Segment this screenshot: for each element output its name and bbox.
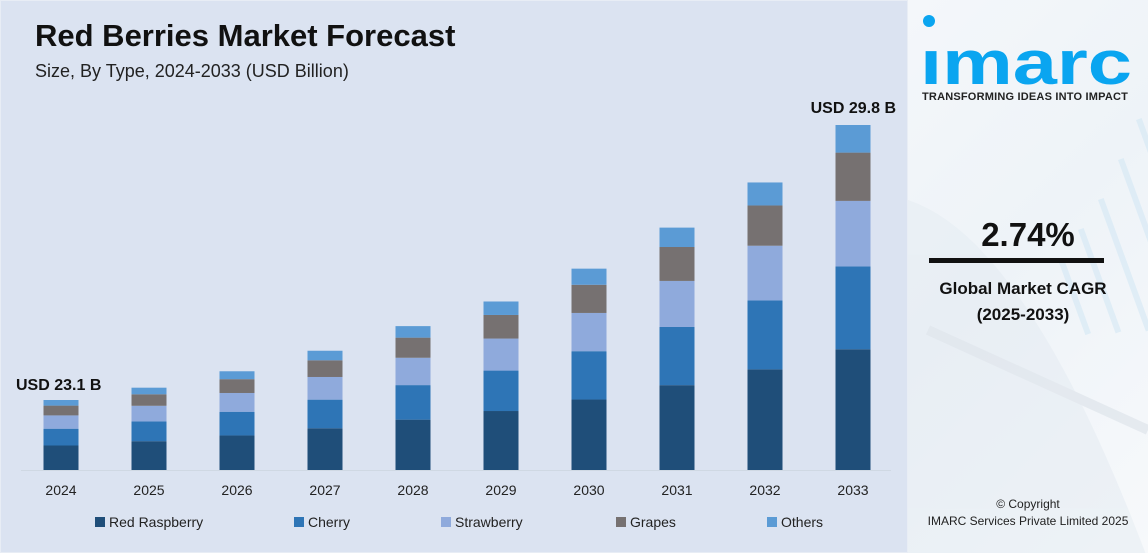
bar-segment-others-2024: [43, 400, 79, 406]
bar-segment-cherry-2026: [219, 411, 255, 436]
chart-panel: Red Berries Market Forecast Size, By Typ…: [0, 0, 908, 553]
svg-text:ımarc: ımarc: [920, 29, 1132, 90]
copyright-line1: © Copyright: [996, 497, 1060, 511]
bar-segment-red-raspberry-2025: [131, 441, 167, 470]
bar-segment-grapes-2025: [131, 394, 167, 406]
legend-label: Strawberry: [455, 514, 523, 530]
cagr-divider: [929, 258, 1104, 263]
bar-segment-grapes-2033: [835, 152, 871, 201]
bar-segment-cherry-2029: [483, 370, 519, 412]
bar-segment-others-2033: [835, 125, 871, 153]
bar-segment-others-2031: [659, 227, 695, 248]
cagr-label-line2: (2025-2033): [976, 305, 1070, 324]
bar-segment-strawberry-2029: [483, 338, 519, 371]
legend-swatch: [441, 517, 451, 527]
bar-segment-strawberry-2031: [659, 280, 695, 327]
bar-segment-others-2030: [571, 268, 607, 285]
background-chart-graphic: [908, 117, 1148, 553]
bar-segment-cherry-2027: [307, 399, 343, 429]
imarc-logo: ımarc: [920, 15, 1132, 90]
bar-segment-red-raspberry-2026: [219, 435, 255, 470]
chart-subtitle: Size, By Type, 2024-2033 (USD Billion): [35, 61, 349, 81]
x-tick-label: 2028: [397, 482, 428, 498]
bar-segment-others-2028: [395, 326, 431, 338]
copyright-line2: IMARC Services Private Limited 2025: [927, 514, 1129, 528]
legend-swatch: [616, 517, 626, 527]
bar-segment-grapes-2031: [659, 247, 695, 281]
bar-segment-others-2029: [483, 301, 519, 315]
x-tick-label: 2027: [309, 482, 340, 498]
legend-label: Cherry: [308, 514, 351, 530]
bar-segment-red-raspberry-2028: [395, 419, 431, 470]
x-tick-label: 2024: [45, 482, 76, 498]
bar-segment-cherry-2032: [747, 300, 783, 370]
bar-segment-others-2032: [747, 182, 783, 206]
data-label-2033: USD 29.8 B: [811, 100, 896, 117]
legend-swatch: [294, 517, 304, 527]
bar-segment-cherry-2028: [395, 385, 431, 420]
bar-segment-strawberry-2027: [307, 376, 343, 400]
bar-segment-grapes-2029: [483, 314, 519, 339]
x-tick-label: 2033: [837, 482, 868, 498]
legend-label: Grapes: [630, 514, 676, 530]
brand-panel: ımarc TRANSFORMING IDEAS INTO IMPACT 2.7…: [908, 0, 1148, 553]
bar-segment-red-raspberry-2029: [483, 411, 519, 470]
bar-segment-red-raspberry-2024: [43, 445, 79, 470]
data-label-2024: USD 23.1 B: [16, 377, 101, 394]
legend-label: Red Raspberry: [109, 514, 204, 530]
bar-segment-strawberry-2033: [835, 200, 871, 267]
brand-tagline: TRANSFORMING IDEAS INTO IMPACT: [922, 91, 1129, 103]
bar-segment-red-raspberry-2032: [747, 369, 783, 470]
x-tick-label: 2032: [749, 482, 780, 498]
bar-segment-strawberry-2026: [219, 392, 255, 412]
bar-segment-strawberry-2025: [131, 405, 167, 422]
bar-segment-red-raspberry-2027: [307, 428, 343, 470]
x-tick-label: 2031: [661, 482, 692, 498]
chart-legend: Red Raspberry Cherry Strawberry Grapes Other…: [1, 514, 909, 534]
bar-segment-strawberry-2032: [747, 245, 783, 301]
legend-item-grapes: Grapes: [616, 514, 676, 530]
legend-item-strawberry: Strawberry: [441, 514, 523, 530]
bar-segment-grapes-2024: [43, 405, 79, 416]
copyright: © Copyright IMARC Services Private Limit…: [908, 496, 1148, 530]
bar-segment-cherry-2033: [835, 266, 871, 350]
x-tick-label: 2030: [573, 482, 604, 498]
bar-segment-grapes-2030: [571, 284, 607, 313]
bar-segment-red-raspberry-2031: [659, 385, 695, 470]
bar-segment-strawberry-2028: [395, 357, 431, 386]
cagr-value: 2.74%: [981, 216, 1075, 253]
x-tick-label: 2025: [133, 482, 164, 498]
bar-segment-grapes-2026: [219, 379, 255, 393]
cagr-label-line1: Global Market CAGR: [939, 279, 1107, 298]
legend-swatch: [95, 517, 105, 527]
bar-segment-strawberry-2024: [43, 415, 79, 429]
stacked-bar-chart: 2024 2025 2026 2027 2028 2029 2030 2031 2032 2033…: [16, 100, 896, 498]
bar-segment-cherry-2030: [571, 351, 607, 400]
bar-segment-cherry-2025: [131, 421, 167, 442]
legend-swatch: [767, 517, 777, 527]
legend-item-red-raspberry: Red Raspberry: [95, 514, 203, 530]
chart-title: Red Berries Market Forecast: [35, 18, 456, 53]
bar-segment-cherry-2024: [43, 428, 79, 446]
cagr-label: Global Market CAGR (2025-2033): [908, 276, 1138, 328]
bar-segment-strawberry-2030: [571, 312, 607, 352]
legend-item-others: Others: [767, 514, 823, 530]
bar-segment-grapes-2028: [395, 337, 431, 358]
bar-segment-others-2027: [307, 350, 343, 361]
bar-segment-red-raspberry-2033: [835, 349, 871, 470]
legend-item-cherry: Cherry: [294, 514, 350, 530]
bar-segment-grapes-2032: [747, 205, 783, 246]
x-tick-label: 2026: [221, 482, 252, 498]
x-tick-label: 2029: [485, 482, 516, 498]
bar-segment-others-2026: [219, 371, 255, 380]
bar-segment-others-2025: [131, 387, 167, 395]
bar-segment-cherry-2031: [659, 326, 695, 386]
bar-segment-grapes-2027: [307, 360, 343, 377]
legend-label: Others: [781, 514, 824, 530]
bar-segment-red-raspberry-2030: [571, 399, 607, 470]
